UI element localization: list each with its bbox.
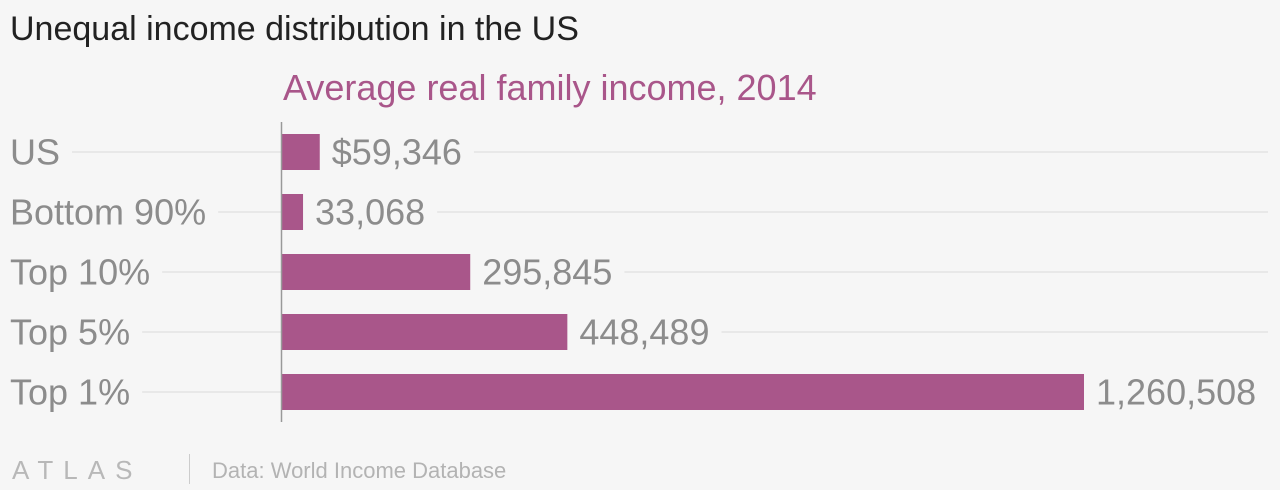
bar-chart: US $59,346 Bottom 90% 33,068 Top 10% 295,845 T… <box>10 122 1268 422</box>
value-label: 33,068 <box>315 192 425 233</box>
category-label: Top 1% <box>10 372 130 413</box>
footer-divider <box>189 454 190 484</box>
footer: ATLAS Data: World Income Database <box>0 450 1280 490</box>
category-label: US <box>10 132 60 173</box>
bar[interactable] <box>282 314 568 350</box>
category-label: Top 10% <box>10 252 150 293</box>
value-label: 295,845 <box>482 252 612 293</box>
source-note: Data: World Income Database <box>212 458 507 483</box>
value-label: 448,489 <box>579 312 709 353</box>
bar[interactable] <box>282 194 304 230</box>
bar[interactable] <box>282 134 320 170</box>
category-label: Bottom 90% <box>10 192 206 233</box>
chart-title: Unequal income distribution in the US <box>10 10 579 48</box>
value-label: $59,346 <box>332 132 462 173</box>
bar[interactable] <box>282 254 471 290</box>
atlas-logo[interactable]: ATLAS <box>12 455 143 485</box>
value-label: 1,260,508 <box>1096 372 1256 413</box>
bar[interactable] <box>282 374 1084 410</box>
chart-subtitle: Average real family income, 2014 <box>283 67 817 108</box>
category-label: Top 5% <box>10 312 130 353</box>
